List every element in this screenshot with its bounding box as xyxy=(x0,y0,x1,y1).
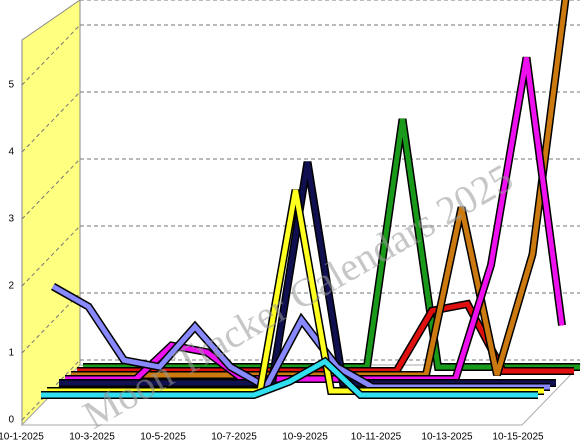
y-tick-label: 3 xyxy=(8,214,14,225)
y-tick-label: 4 xyxy=(8,147,14,158)
x-tick-label: 10-9-2025 xyxy=(282,432,328,443)
y-tick-label: 2 xyxy=(8,281,14,292)
x-tick-label: 10-1-2025 xyxy=(0,432,44,443)
y-tick-label: 1 xyxy=(8,348,14,359)
x-tick-label: 10-15-2025 xyxy=(492,432,544,443)
y-tick-label: 0 xyxy=(8,415,14,426)
x-tick-label: 10-3-2025 xyxy=(69,432,115,443)
x-tick-label: 10-13-2025 xyxy=(421,432,473,443)
x-tick-label: 10-5-2025 xyxy=(140,432,186,443)
left-wall xyxy=(21,0,81,427)
x-tick-label: 10-7-2025 xyxy=(211,432,257,443)
plot-area xyxy=(41,0,580,399)
y-tick-label: 5 xyxy=(8,80,14,91)
ribbon xyxy=(41,358,538,398)
x-tick-label: 10-11-2025 xyxy=(351,432,402,443)
